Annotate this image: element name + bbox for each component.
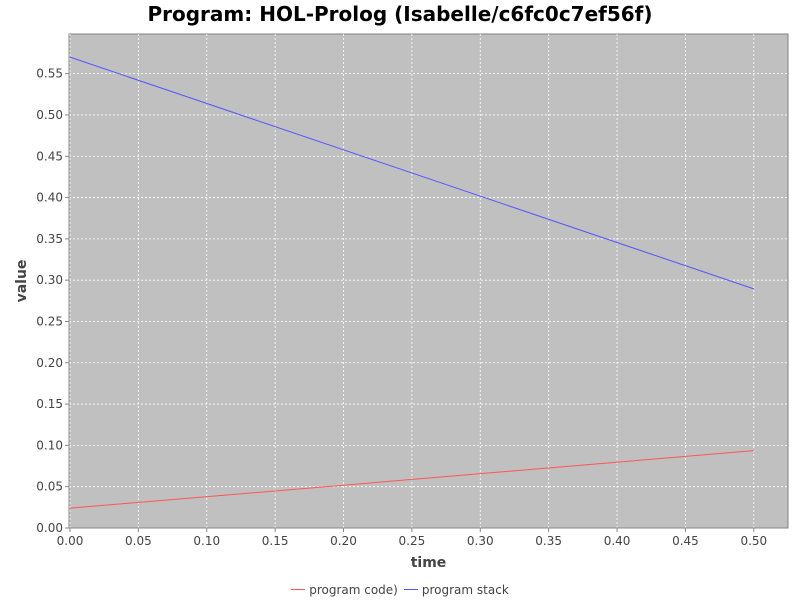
x-tick-label: 0.00 bbox=[57, 534, 84, 548]
y-tick-label: 0.55 bbox=[36, 67, 63, 81]
series-line-1 bbox=[69, 56, 754, 290]
legend-label: program stack bbox=[421, 582, 509, 597]
chart-title: Program: HOL-Prolog (Isabelle/c6fc0c7ef5… bbox=[147, 2, 653, 26]
series-line-0 bbox=[69, 450, 754, 509]
y-tick-label: 0.40 bbox=[36, 191, 63, 205]
x-tick-label: 0.25 bbox=[399, 534, 426, 548]
plot-area bbox=[68, 33, 789, 529]
x-tick-label: 0.05 bbox=[125, 534, 152, 548]
legend-item: program stack bbox=[403, 582, 509, 597]
y-tick-label: 0.00 bbox=[36, 521, 63, 535]
y-tick-label: 0.25 bbox=[36, 314, 63, 328]
x-tick-label: 0.30 bbox=[467, 534, 494, 548]
x-axis-label: time bbox=[411, 555, 447, 571]
y-tick-label: 0.45 bbox=[36, 149, 63, 163]
y-tick-label: 0.20 bbox=[36, 356, 63, 370]
y-tick-label: 0.35 bbox=[36, 232, 63, 246]
x-tick-label: 0.15 bbox=[262, 534, 289, 548]
legend-item: program code) bbox=[291, 583, 398, 597]
legend: program code) program stack bbox=[0, 579, 800, 597]
y-tick-label: 0.15 bbox=[36, 397, 63, 411]
x-tick-label: 0.10 bbox=[193, 534, 220, 548]
y-axis-label: value bbox=[14, 260, 30, 303]
x-tick-label: 0.50 bbox=[740, 534, 767, 548]
y-tick-label: 0.10 bbox=[36, 438, 63, 452]
legend-label: program code) bbox=[309, 582, 398, 597]
y-tick-label: 0.05 bbox=[36, 480, 63, 494]
x-tick-label: 0.35 bbox=[535, 534, 562, 548]
x-tick-label: 0.45 bbox=[672, 534, 699, 548]
legend-swatch bbox=[291, 589, 306, 590]
legend-swatch bbox=[403, 589, 418, 590]
y-tick-label: 0.30 bbox=[36, 273, 63, 287]
y-tick-label: 0.50 bbox=[36, 108, 63, 122]
x-tick-label: 0.20 bbox=[330, 534, 357, 548]
x-tick-label: 0.40 bbox=[604, 534, 631, 548]
